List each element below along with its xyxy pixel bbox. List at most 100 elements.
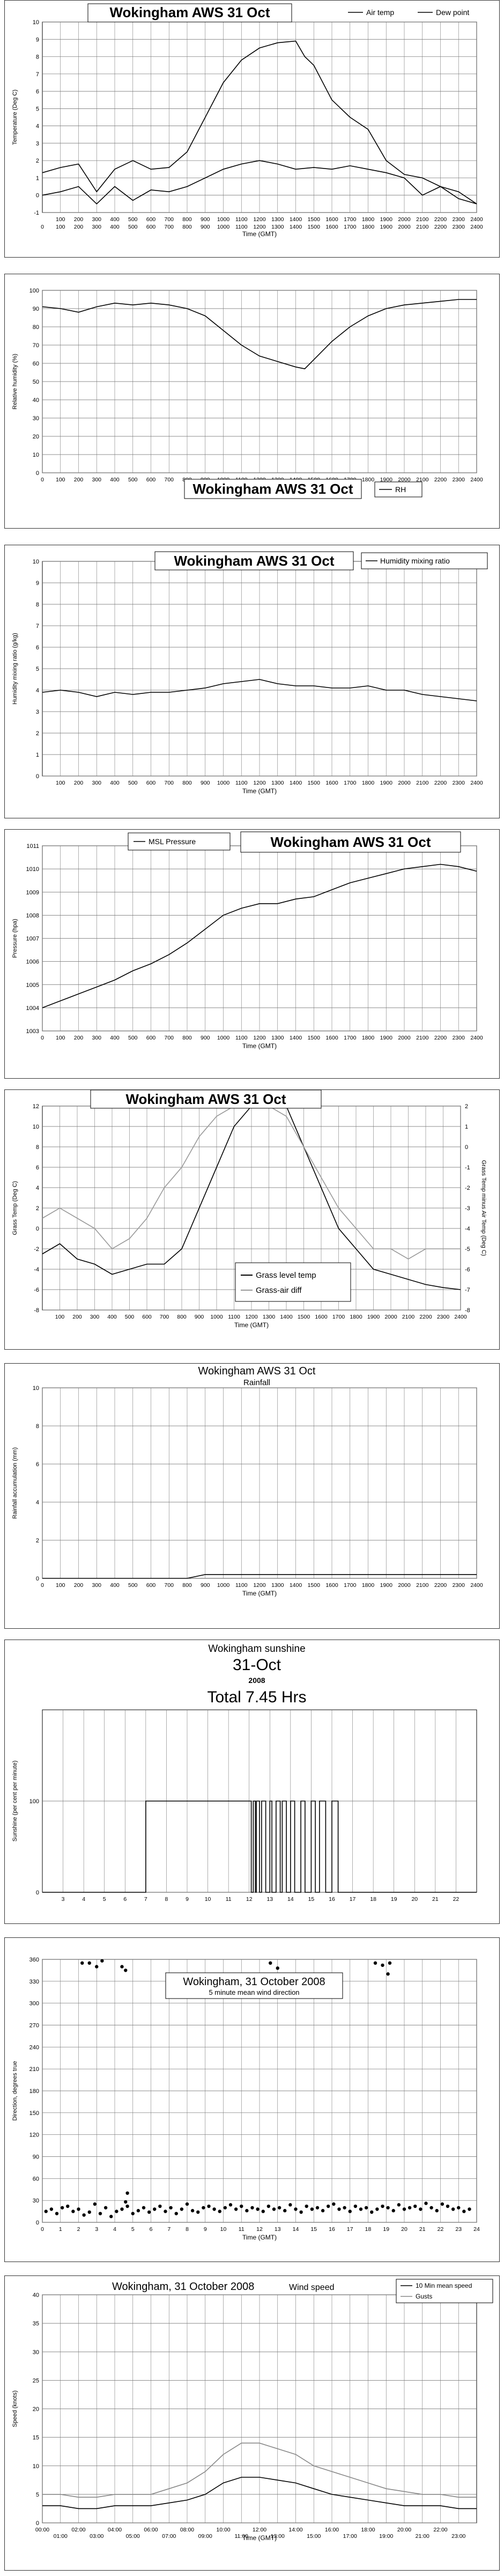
series-line [42,863,477,1008]
x-tick-label: 700 [164,216,174,223]
x-tick-label: 1800 [362,1035,375,1041]
y-tick-label: 1005 [26,982,39,989]
data-point [60,2206,64,2209]
data-point [125,2204,129,2208]
x-tick-label: 13 [275,2226,281,2233]
chart-title: Wokingham, 31 October 2008 [112,2281,254,2293]
x-tick-label: 300 [92,780,101,786]
x-tick-label: 19 [391,1896,397,1902]
x-tick-label: 1500 [308,1035,321,1041]
y-right-tick-label: -7 [465,1287,470,1293]
y-tick-label: -4 [34,1267,39,1273]
y-tick-label: 35 [33,2321,39,2327]
x-tick-label: 23 [455,2226,462,2233]
chart-title: Wokingham, 31 October 2008 [183,1976,325,1988]
y-tick-label: 4 [36,123,39,130]
temperature-chart-panel: -1 0 1 2 3 4 5 6 7 8 9 10 100 200 300 400 500 600 700 800 90… [4,0,500,258]
humidity-chart: 0 10 20 30 40 50 60 70 80 90 100 0 100 200 300 400 500 60… [12,288,483,499]
x-tick-label: 7 [167,2226,171,2233]
x-tick-label: 2100 [402,1314,415,1320]
x-tick-label: 1800 [362,1582,375,1589]
x-tick-label: 23:00 [451,2533,465,2540]
data-point [261,2209,265,2213]
chart-title: Wokingham AWS 31 Oct [125,1091,286,1107]
x-tick-label: 500 [128,780,138,786]
x-tick-label: 14:00 [288,2527,302,2533]
x-tick-label: 4 [113,2226,116,2233]
data-point [381,2204,384,2208]
data-point [142,2206,146,2209]
y-tick-label: 5 [36,2492,39,2498]
x-tick-label: 1700 [344,216,357,223]
x-tick-label: 2000 [398,780,411,786]
x-tick-label: 400 [107,1314,117,1320]
x-tick-label-secondary: 1400 [290,224,302,230]
x-tick-label: 14 [293,2226,299,2233]
y-tick-label: 0 [36,193,39,199]
data-point [185,2202,189,2206]
y-tick-label: 60 [33,361,39,367]
data-point [100,1959,104,1963]
sunshine-chart-panel: 0 100 3 4 5 6 7 8 9 10 11 12 13 14 15 16 17 18 19 20 21 22 Sun… [4,1640,500,1924]
x-tick-label: 1200 [253,780,266,786]
x-tick-label: 13 [266,1896,273,1902]
x-tick-label: 200 [74,477,84,483]
x-axis-label: Time (GMT) [234,1321,269,1329]
y-right-tick-label: 2 [465,1103,468,1110]
x-tick-label: 01:00 [54,2533,68,2540]
x-tick-label-secondary: 400 [110,224,120,230]
x-tick-label: 1000 [217,1035,230,1041]
wind-direction-chart-panel: 0 30 60 90 120 150 180 210 240 270 300 330 360 0 1 2 3 4 5… [4,1937,500,2262]
y-tick-label: 8 [36,54,39,61]
legend-label: Humidity mixing ratio [380,557,450,565]
data-point [80,1961,84,1965]
data-point [397,2203,401,2207]
y-right-tick-label: -5 [465,1246,470,1253]
x-tick-label: 1500 [308,216,321,223]
x-tick-label: 1900 [367,1314,380,1320]
mixing-ratio-chart: 0 1 2 3 4 5 6 7 8 9 10 100 200 300 400 500 600 700 800 900 1… [12,551,488,795]
data-point [49,2207,54,2211]
y-tick-label: 10 [33,1124,39,1130]
pressure-chart: 1003 1004 1005 1006 1007 1008 1009 1010 1011 0 100… [12,831,483,1050]
y-tick-label: 2 [36,1205,39,1212]
x-tick-label: 1800 [362,216,375,223]
x-tick-label-secondary: 200 [74,224,84,230]
x-tick-label: 1100 [235,780,248,786]
data-point [370,2210,374,2214]
x-tick-label: 100 [55,1314,65,1320]
x-tick-label-secondary: 1600 [325,224,338,230]
data-point [294,2207,298,2211]
data-point [147,2210,151,2214]
y-right-tick-label: -6 [465,1267,470,1273]
y-tick-label: 8 [36,1144,39,1151]
data-point [125,2191,129,2195]
data-point [190,2209,195,2213]
x-tick-label-secondary: 500 [128,224,138,230]
x-tick-label-secondary: 600 [146,224,156,230]
y-tick-label: 30 [33,2198,39,2204]
x-tick-label: 20 [411,1896,418,1902]
y-tick-label: 90 [33,306,39,312]
title-box [184,479,362,499]
data-point [283,2209,287,2213]
x-tick-label-secondary: 2100 [416,224,429,230]
sunshine-chart: 0 100 3 4 5 6 7 8 9 10 11 12 13 14 15 16 17 18 19 20 21 22 Sun… [12,1643,477,1902]
x-tick-label: 800 [182,780,192,786]
x-tick-label: 1000 [217,780,230,786]
x-tick-label: 1700 [332,1314,345,1320]
data-point [218,2209,221,2213]
humidity-chart-panel: 0 10 20 30 40 50 60 70 80 90 100 0 100 200 300 400 500 60… [4,274,500,529]
x-tick-label: 2200 [434,1035,447,1041]
legend-label: Dew point [436,8,469,17]
data-point [359,2207,363,2211]
x-tick-label: 500 [128,1582,138,1589]
data-point [153,2207,157,2211]
x-tick-label: 10:00 [216,2527,230,2533]
y-tick-label: 6 [36,1165,39,1171]
x-tick-label: 2200 [434,216,447,223]
y-axis-label: Pressure (hpa) [12,919,18,958]
data-point [240,2204,243,2208]
x-tick-label: 1300 [271,1035,284,1041]
x-axis-label: Time (GMT) [242,1042,277,1050]
